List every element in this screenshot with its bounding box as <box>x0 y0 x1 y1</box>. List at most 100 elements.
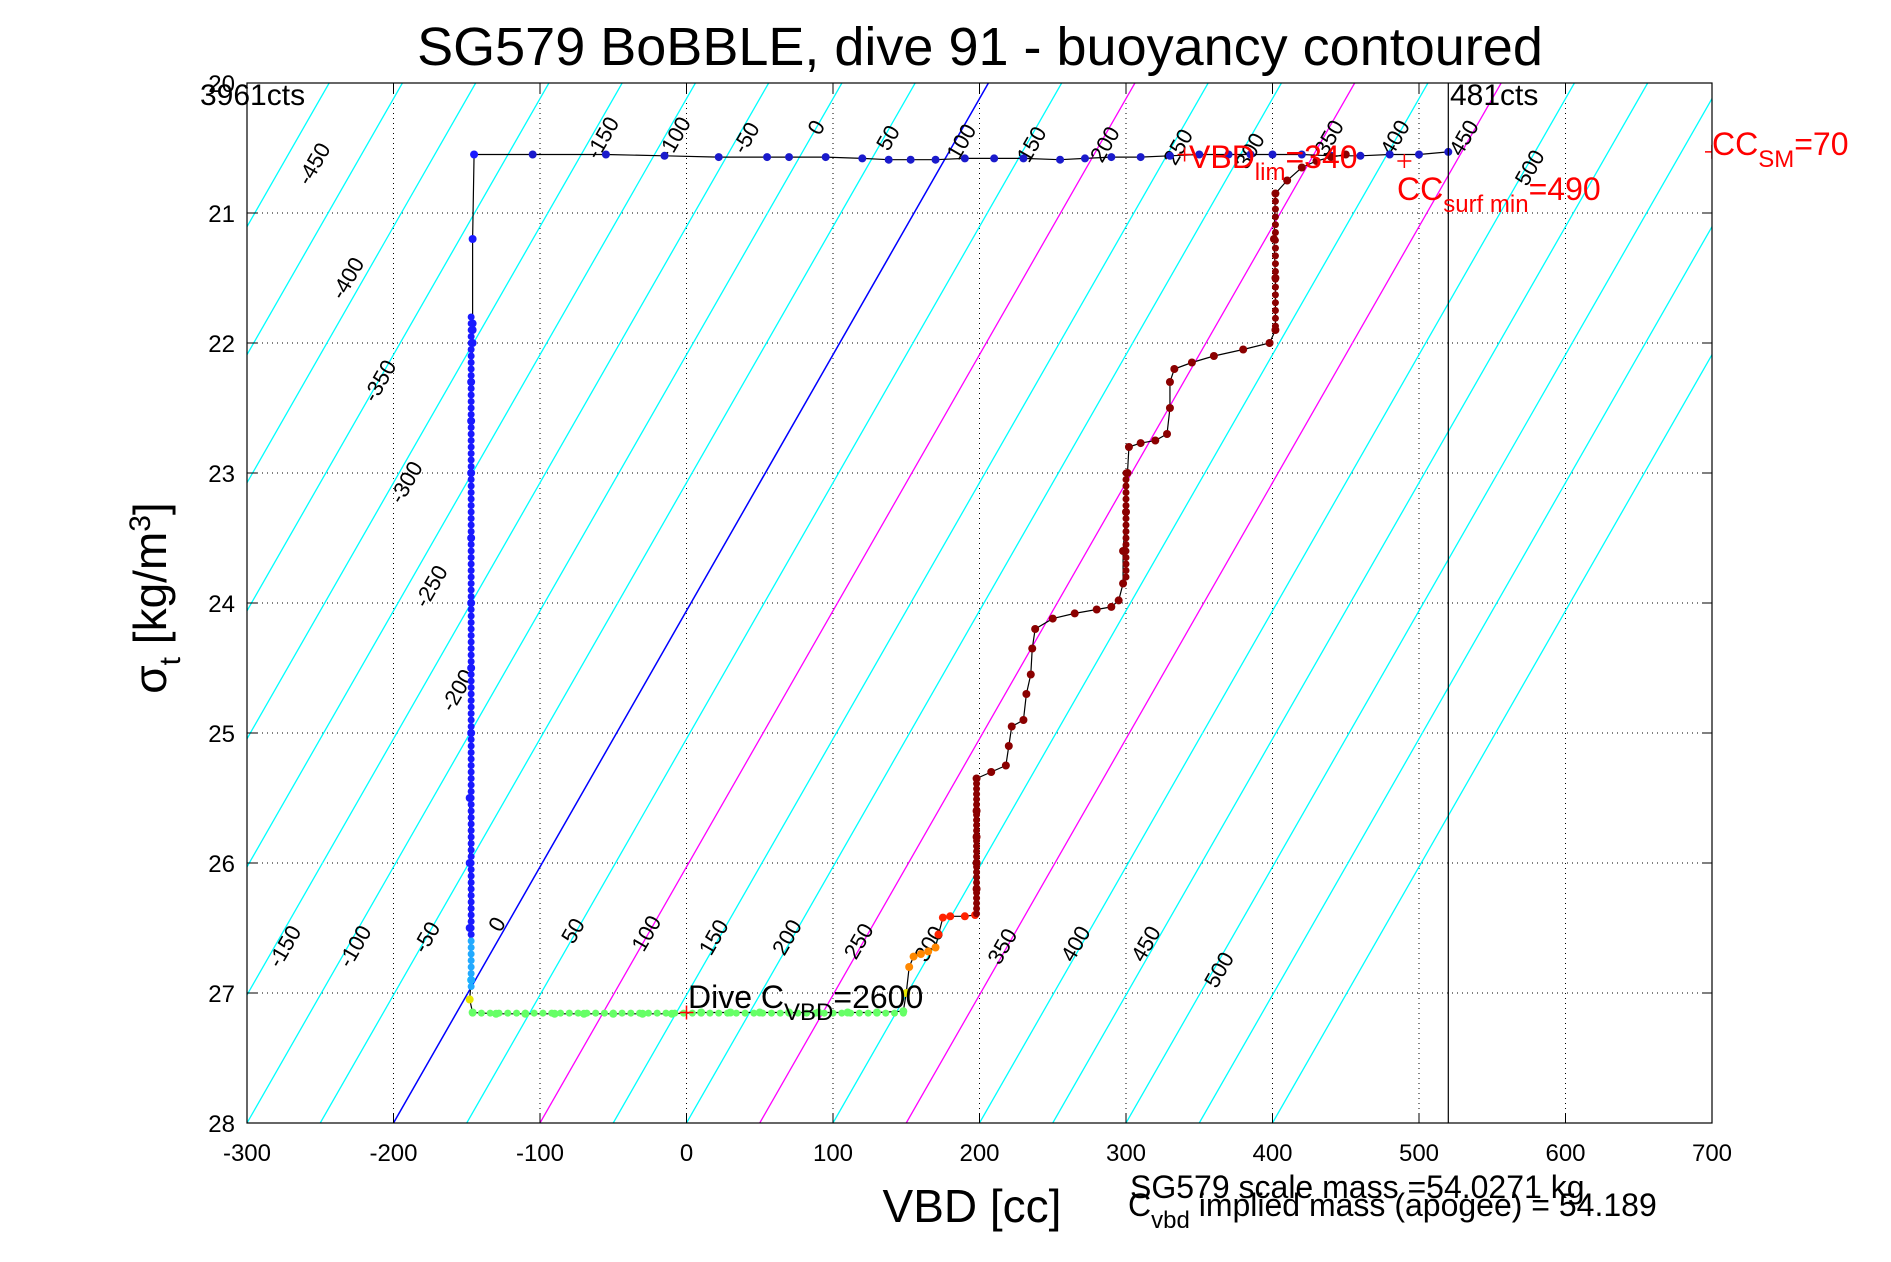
data-point <box>467 898 475 906</box>
data-point <box>906 155 915 164</box>
data-point <box>973 785 981 793</box>
data-point <box>660 151 669 160</box>
data-point <box>467 528 475 535</box>
data-point <box>467 489 475 496</box>
data-point <box>467 690 475 698</box>
data-point <box>467 957 475 964</box>
data-point <box>504 1009 512 1017</box>
contour-line <box>1198 225 1712 1123</box>
data-point <box>467 833 475 841</box>
data-point <box>653 1009 661 1017</box>
data-point <box>891 1009 899 1017</box>
data-point <box>467 664 475 672</box>
contour-line <box>759 83 1356 1123</box>
svg-text:σt [kg/m3]: σt [kg/m3] <box>124 502 187 693</box>
data-point <box>1114 596 1123 605</box>
data-point <box>1356 151 1365 160</box>
data-point <box>973 801 981 808</box>
data-point <box>574 1009 582 1017</box>
data-point <box>1122 567 1130 574</box>
contour-line <box>612 83 1209 1123</box>
data-point <box>763 153 772 162</box>
data-point <box>858 154 867 163</box>
data-point <box>467 801 475 808</box>
data-point <box>467 749 475 756</box>
data-point <box>1170 365 1179 373</box>
x-tick-label: 0 <box>680 1140 693 1167</box>
contour-line <box>247 83 477 485</box>
data-point <box>467 372 475 379</box>
data-point <box>467 456 475 464</box>
contour-line <box>1125 97 1712 1123</box>
contour-line <box>905 83 1502 1123</box>
data-point <box>973 873 981 881</box>
x-tick-label: -100 <box>516 1140 564 1167</box>
contour-line <box>978 83 1575 1123</box>
data-point <box>1122 534 1130 542</box>
data-point <box>467 736 475 743</box>
data-point <box>1056 155 1065 164</box>
data-point <box>467 651 475 659</box>
data-point <box>1165 404 1174 412</box>
data-point <box>1271 229 1279 236</box>
data-point <box>467 840 475 847</box>
vbd-lim-annotation: VBDlim=340 <box>1189 139 1358 186</box>
data-point <box>565 1009 573 1017</box>
data-point <box>706 1009 714 1017</box>
data-point <box>465 995 474 1004</box>
data-point <box>724 1009 732 1017</box>
marker-cross <box>1177 147 1192 162</box>
data-point <box>776 1009 784 1017</box>
marker-cross <box>1397 154 1412 168</box>
data-point <box>882 1009 890 1017</box>
data-point <box>1080 154 1089 163</box>
data-point <box>785 1009 793 1017</box>
data-point <box>467 827 475 834</box>
data-point <box>1385 150 1394 159</box>
data-point <box>467 567 475 574</box>
data-point <box>1122 508 1130 516</box>
data-point <box>1122 495 1130 503</box>
cc-surf-min-annotation: CCsurf min=490 <box>1397 171 1601 218</box>
data-point <box>467 333 475 340</box>
data-point <box>732 1009 740 1017</box>
data-point <box>973 910 981 918</box>
data-point <box>467 632 475 639</box>
data-point <box>715 1009 723 1017</box>
data-point <box>855 1009 863 1017</box>
data-point <box>1209 352 1218 360</box>
data-point <box>714 153 723 162</box>
data-point <box>741 1009 749 1017</box>
data-point <box>467 963 475 971</box>
data-point <box>1001 761 1010 770</box>
data-point <box>600 1009 608 1017</box>
data-point <box>1122 573 1130 581</box>
data-point <box>644 1009 652 1017</box>
data-point <box>467 593 475 600</box>
y-label-unit: [kg/m <box>124 532 176 657</box>
data-point <box>1122 515 1130 522</box>
x-tick-label: 600 <box>1545 1140 1585 1167</box>
data-point <box>767 1009 775 1017</box>
data-point <box>467 846 475 854</box>
data-point <box>467 346 475 353</box>
data-point <box>467 502 475 509</box>
data-point <box>467 814 475 821</box>
data-point <box>467 606 475 613</box>
x-tick-label: 100 <box>813 1140 853 1167</box>
y-tick-label: 23 <box>208 461 235 488</box>
data-point <box>987 768 996 776</box>
data-point <box>467 391 475 399</box>
data-point <box>1271 260 1279 268</box>
data-point <box>1271 268 1279 275</box>
contour-line <box>247 83 623 741</box>
data-point <box>467 378 475 386</box>
data-point <box>973 790 981 798</box>
data-point <box>1187 358 1196 367</box>
data-point <box>1119 579 1128 588</box>
data-point <box>909 952 918 961</box>
data-point <box>873 1009 881 1017</box>
data-point <box>627 1009 635 1017</box>
data-point <box>1271 314 1279 322</box>
contour-line <box>247 83 696 869</box>
